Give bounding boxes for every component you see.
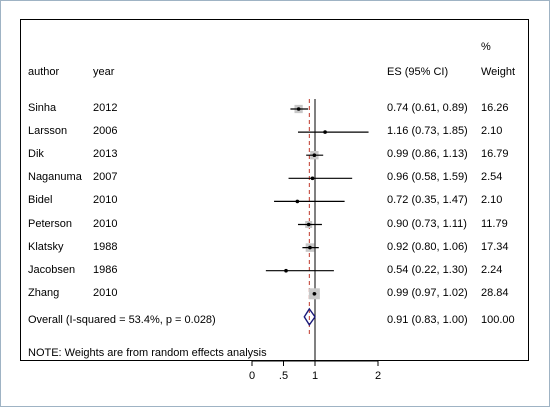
study-es: 0.92 (0.80, 1.06) [387, 240, 468, 253]
study-weight: 16.26 [481, 102, 509, 114]
study-year: 1988 [93, 240, 118, 253]
point-estimate [323, 130, 327, 134]
footnote: NOTE: Weights are from random effects an… [28, 347, 267, 359]
study-weight: 2.24 [481, 263, 503, 276]
study-year: 2007 [93, 171, 118, 184]
overall-es: 0.91 (0.83, 1.00) [387, 314, 468, 326]
study-author: Bidel [28, 194, 53, 207]
study-weight: 17.34 [481, 240, 509, 253]
study-weight: 2.10 [481, 125, 503, 138]
plot-area [20, 19, 529, 361]
header-weight-percent: % [481, 41, 491, 53]
study-weight: 28.84 [481, 286, 509, 299]
overall-diamond [303, 307, 316, 327]
study-weight: 11.79 [481, 217, 508, 230]
study-year: 1986 [93, 263, 118, 276]
point-estimate [310, 176, 315, 181]
header-author: author [28, 66, 60, 78]
study-es: 0.99 (0.86, 1.13) [387, 148, 468, 161]
overall-label: Overall (I-squared = 53.4%, p = 0.028) [28, 314, 216, 326]
study-weight: 2.54 [481, 171, 503, 184]
study-author: Klatsky [28, 240, 64, 253]
study-year: 2010 [93, 194, 118, 207]
study-year: 2010 [93, 286, 118, 299]
x-tick-label: .5 [278, 370, 289, 382]
study-es: 0.54 (0.22, 1.30) [387, 263, 468, 276]
study-author: Sinha [28, 102, 57, 114]
study-author: Jacobsen [28, 263, 76, 276]
header-year: year [93, 66, 115, 78]
point-estimate [284, 268, 288, 273]
x-tick-label: 0 [248, 370, 256, 382]
study-year: 2006 [93, 125, 118, 138]
study-es: 0.90 (0.73, 1.11) [387, 217, 467, 230]
header-weight: Weight [481, 66, 516, 78]
study-year: 2013 [93, 148, 118, 161]
study-author: Peterson [28, 217, 73, 230]
point-estimate [295, 199, 300, 204]
point-estimate [312, 292, 317, 296]
study-es: 0.72 (0.35, 1.47) [387, 194, 468, 207]
study-weight: 16.79 [481, 148, 509, 161]
point-estimate [296, 107, 301, 111]
study-year: 2012 [93, 102, 118, 114]
x-tick-label: 1 [311, 370, 319, 382]
study-es: 0.96 (0.58, 1.59) [387, 171, 468, 184]
study-author: Larsson [28, 125, 68, 138]
study-year: 2010 [93, 217, 118, 230]
study-es: 0.74 (0.61, 0.89) [387, 102, 468, 114]
study-es: 0.99 (0.97, 1.02) [387, 286, 468, 299]
header-es: ES (95% CI) [387, 66, 449, 78]
study-es: 1.16 (0.73, 1.85) [387, 125, 468, 138]
study-weight: 2.10 [481, 194, 503, 207]
point-estimate [306, 222, 311, 227]
study-author: Naganuma [28, 171, 82, 184]
study-author: Dik [28, 148, 44, 161]
point-estimate [308, 245, 312, 250]
overall-weight: 100.00 [481, 314, 515, 326]
study-author: Zhang [28, 286, 60, 299]
x-tick-label: 2 [374, 370, 382, 382]
point-estimate [312, 153, 317, 157]
